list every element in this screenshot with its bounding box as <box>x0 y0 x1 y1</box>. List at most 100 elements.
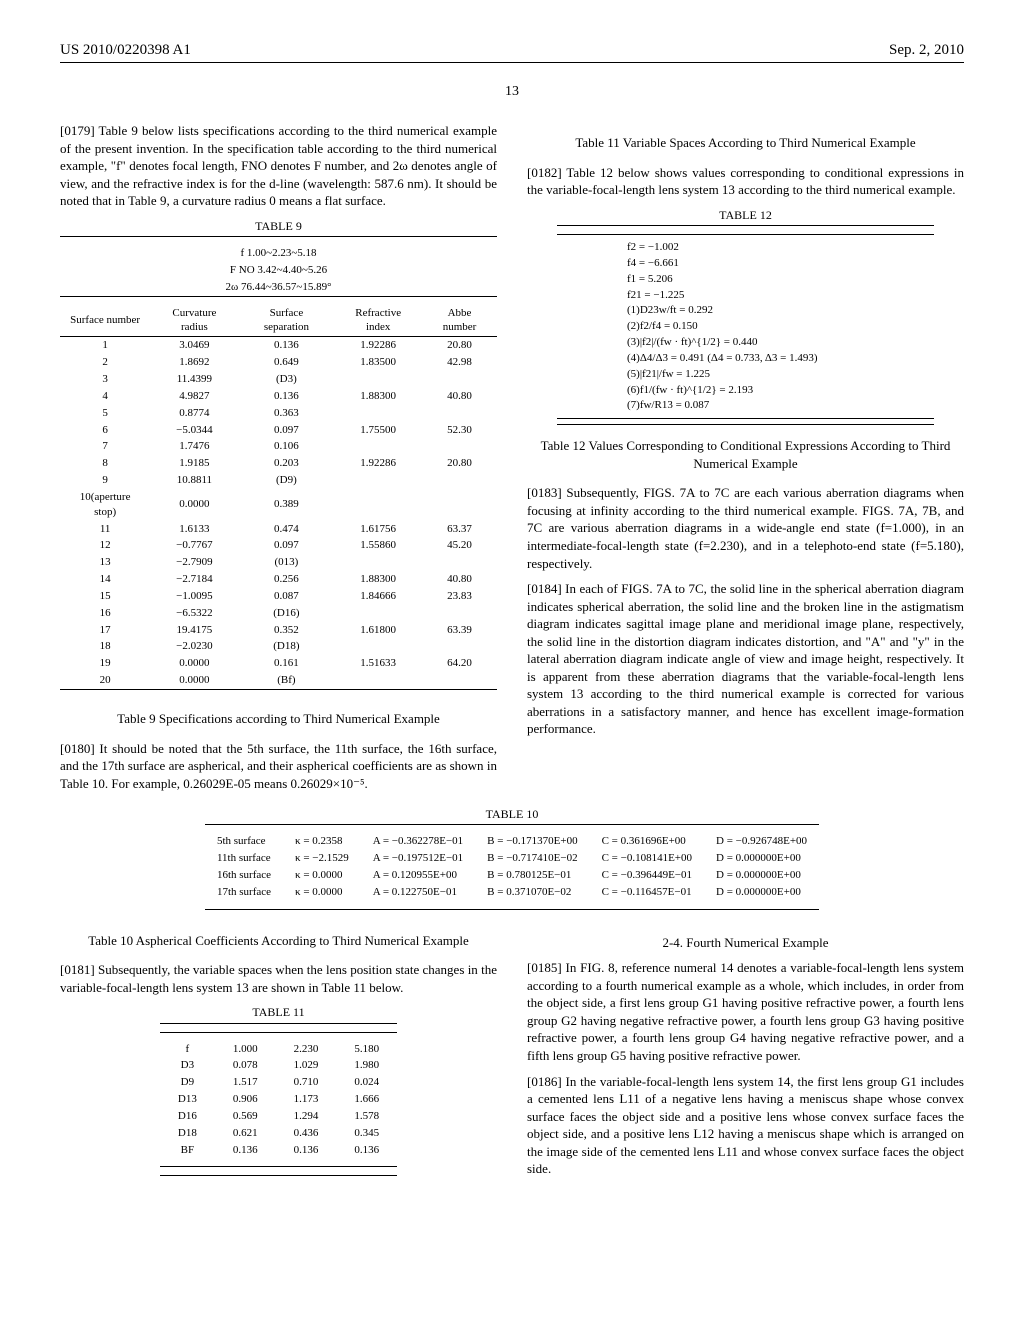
table-cell <box>334 638 422 655</box>
table-row: 13.04690.1361.9228620.80 <box>60 337 497 354</box>
table-cell: 0.0000 <box>150 672 238 689</box>
table-cell: 0.203 <box>239 455 335 472</box>
table-cell: −2.0230 <box>150 638 238 655</box>
table-row: 190.00000.1611.5163364.20 <box>60 655 497 672</box>
table-cell: 1.75500 <box>334 422 422 439</box>
page-number: 13 <box>60 83 964 102</box>
table-cell <box>422 489 497 521</box>
table-cell: 1.6133 <box>150 521 238 538</box>
table-cell: D9 <box>160 1074 215 1091</box>
table-cell: 7 <box>60 438 150 455</box>
table-cell: 0.649 <box>239 354 335 371</box>
table-cell: 1.61800 <box>334 622 422 639</box>
table-cell <box>422 371 497 388</box>
table-row: 81.91850.2031.9228620.80 <box>60 455 497 472</box>
table-row: 10(aperture stop)0.00000.389 <box>60 489 497 521</box>
table-cell: 0.436 <box>276 1125 337 1142</box>
table-cell: 0.078 <box>215 1057 276 1074</box>
table-cell: 1.92286 <box>334 337 422 354</box>
table-cell: 5th surface <box>205 833 283 850</box>
table-cell: 20.80 <box>422 337 497 354</box>
caption-table11: Table 11 Variable Spaces According to Th… <box>527 134 964 152</box>
t12-line: f2 = −1.002 <box>557 240 934 256</box>
table-cell: 8 <box>60 455 150 472</box>
table-cell: (D16) <box>239 605 335 622</box>
table-row: 50.87740.363 <box>60 405 497 422</box>
table-row: 18−2.0230(D18) <box>60 638 497 655</box>
table-cell: κ = −2.1529 <box>283 850 361 867</box>
table10-body: 5th surfaceκ = 0.2358A = −0.362278E−01B … <box>205 833 819 900</box>
table9-body: 13.04690.1361.9228620.8021.86920.6491.83… <box>60 337 497 690</box>
table-cell: D16 <box>160 1108 215 1125</box>
table-cell <box>334 605 422 622</box>
table-cell: BF <box>160 1142 215 1159</box>
table-row: 1719.41750.3521.6180063.39 <box>60 622 497 639</box>
table-cell: 14 <box>60 571 150 588</box>
paragraph-0186: [0186] In the variable-focal-length lens… <box>527 1073 964 1178</box>
table-cell: 0.136 <box>336 1142 397 1159</box>
table-cell: 17 <box>60 622 150 639</box>
table-cell: 16th surface <box>205 867 283 884</box>
table-cell: B = 0.371070E−02 <box>475 884 589 901</box>
table-cell: 23.83 <box>422 588 497 605</box>
table-cell: B = −0.171370E+00 <box>475 833 589 850</box>
table-row: 71.74760.106 <box>60 438 497 455</box>
table-row: 311.4399(D3) <box>60 371 497 388</box>
table-cell: 1.666 <box>336 1091 397 1108</box>
table-cell: 0.710 <box>276 1074 337 1091</box>
table-row: 910.8811(D9) <box>60 472 497 489</box>
table-cell: 52.30 <box>422 422 497 439</box>
table-cell: −2.7909 <box>150 554 238 571</box>
t12-line: (6)f1/(fw · ft)^{1/2} = 2.193 <box>557 383 934 399</box>
table-cell: 0.0000 <box>150 655 238 672</box>
table-cell <box>422 605 497 622</box>
table-cell: D = 0.000000E+00 <box>704 867 819 884</box>
table-cell <box>334 489 422 521</box>
table-cell: 11th surface <box>205 850 283 867</box>
table11-title: TABLE 11 <box>60 1004 497 1020</box>
table9-h2: Surface separation <box>239 305 335 337</box>
table10: 5th surfaceκ = 0.2358A = −0.362278E−01B … <box>205 824 819 909</box>
patent-number: US 2010/0220398 A1 <box>60 40 191 60</box>
right-column: Table 11 Variable Spaces According to Th… <box>527 122 964 800</box>
t12-line: (1)D23w/ft = 0.292 <box>557 303 934 319</box>
table-cell: 1.000 <box>215 1041 276 1058</box>
table-cell <box>422 438 497 455</box>
paragraph-0182: [0182] Table 12 below shows values corre… <box>527 164 964 199</box>
table9-title: TABLE 9 <box>60 218 497 234</box>
table-cell: C = −0.116457E−01 <box>590 884 704 901</box>
table-cell: 5.180 <box>336 1041 397 1058</box>
table-cell: 1.51633 <box>334 655 422 672</box>
t12-line: f21 = −1.225 <box>557 288 934 304</box>
table-cell: 1.84666 <box>334 588 422 605</box>
table-cell <box>334 371 422 388</box>
table-cell: (D9) <box>239 472 335 489</box>
paragraph-0184: [0184] In each of FIGS. 7A to 7C, the so… <box>527 580 964 738</box>
table-cell <box>334 472 422 489</box>
table-cell: κ = 0.0000 <box>283 867 361 884</box>
table-row: f1.0002.2305.180 <box>160 1041 397 1058</box>
table-cell: 10(aperture stop) <box>60 489 150 521</box>
table-cell: 0.136 <box>239 337 335 354</box>
table-row: 13−2.7909(013) <box>60 554 497 571</box>
table-cell: κ = 0.0000 <box>283 884 361 901</box>
table-cell: C = −0.108141E+00 <box>590 850 704 867</box>
table-cell: 9 <box>60 472 150 489</box>
paragraph-0181: [0181] Subsequently, the variable spaces… <box>60 961 497 996</box>
table-cell: 1 <box>60 337 150 354</box>
table-cell: 2.230 <box>276 1041 337 1058</box>
table12-title: TABLE 12 <box>527 207 964 223</box>
table-cell <box>334 405 422 422</box>
table-cell: (D3) <box>239 371 335 388</box>
table9-h1: Curvature radius <box>150 305 238 337</box>
table-row: 12−0.77670.0971.5586045.20 <box>60 537 497 554</box>
table-cell: 63.37 <box>422 521 497 538</box>
table-cell <box>422 554 497 571</box>
table-row: D91.5170.7100.024 <box>160 1074 397 1091</box>
table-cell: 0.024 <box>336 1074 397 1091</box>
t12-line: (2)f2/f4 = 0.150 <box>557 319 934 335</box>
paragraph-0180: [0180] It should be noted that the 5th s… <box>60 740 497 793</box>
table-cell: 45.20 <box>422 537 497 554</box>
table-cell: 40.80 <box>422 571 497 588</box>
table-cell: 0.345 <box>336 1125 397 1142</box>
